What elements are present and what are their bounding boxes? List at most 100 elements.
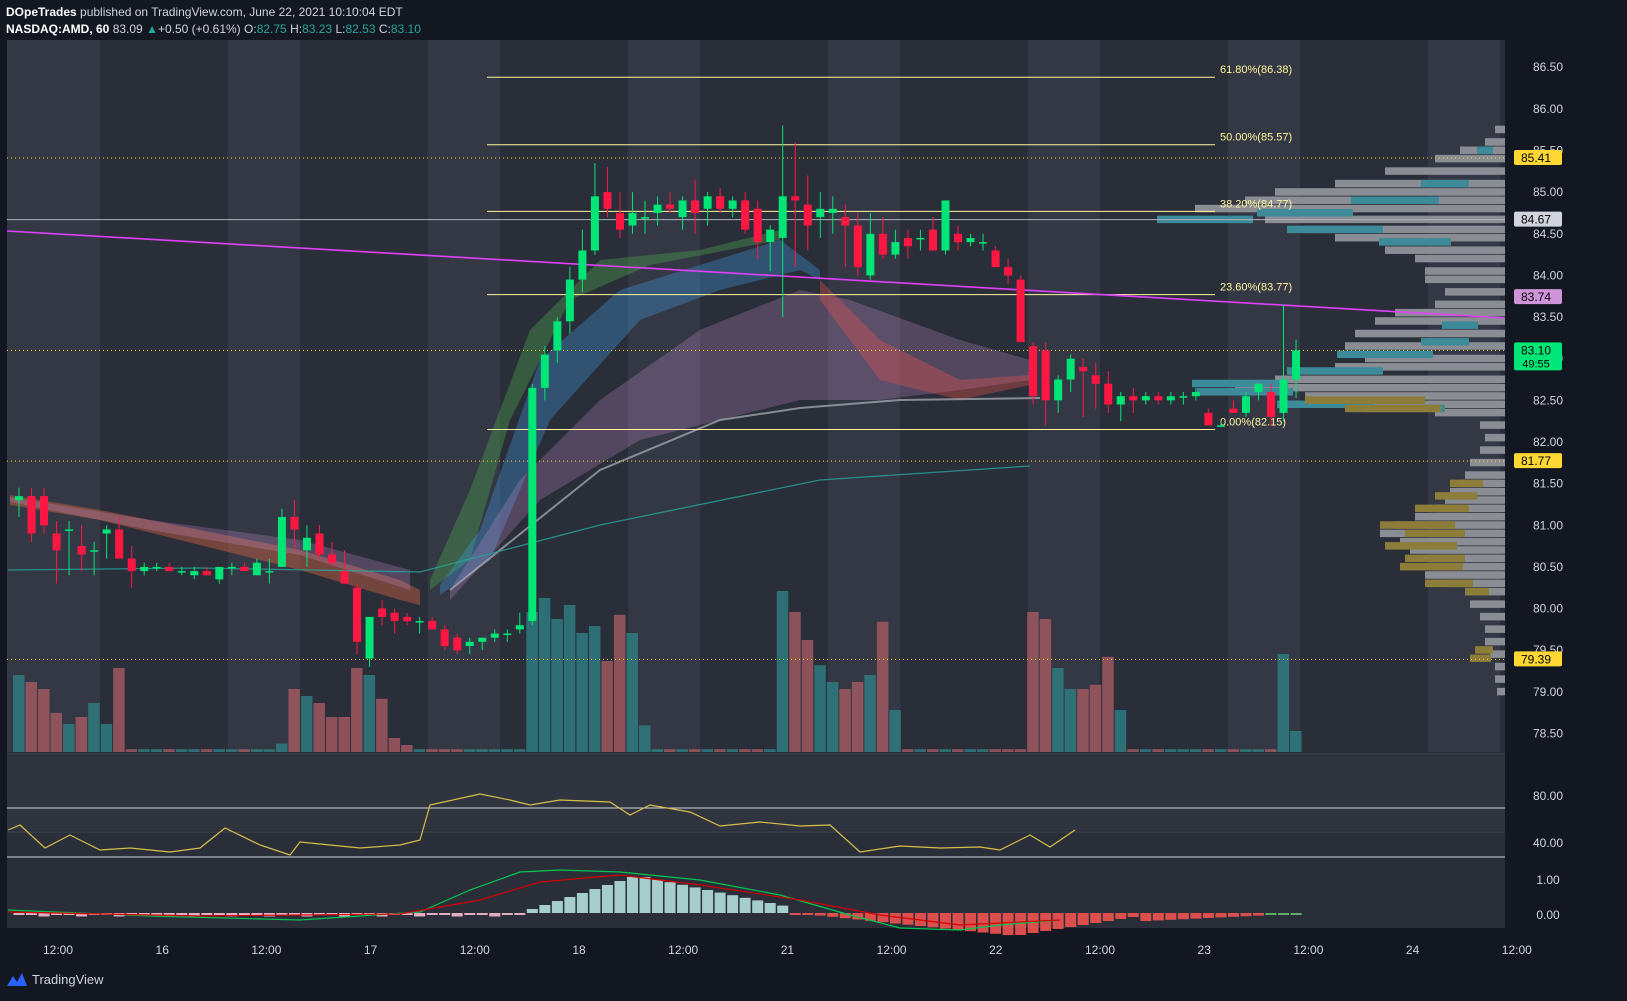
profile-row [1485, 625, 1505, 633]
price-axis-bg [1505, 40, 1560, 928]
price-tick-label: 84.50 [1533, 227, 1563, 241]
macd-histogram-bar [739, 897, 751, 913]
price-tick-label: 85.00 [1533, 185, 1563, 199]
candle-body [753, 208, 762, 243]
profile-row [1385, 542, 1457, 550]
time-axis[interactable]: 12:00 16 12:00 17 12:00 18 12:00 21 12:00 22 12:00… [43, 943, 1532, 957]
candle-body [678, 200, 687, 218]
session-band [428, 40, 500, 752]
volume-bar [914, 749, 926, 752]
price-badge [1514, 453, 1562, 469]
volume-bar [889, 710, 901, 752]
candle-body [553, 321, 562, 351]
volume-bar [814, 665, 826, 752]
price-tick-label: 82.50 [1533, 393, 1563, 407]
macd-histogram-bar [76, 913, 88, 917]
volume-bar [964, 749, 977, 752]
candle-body [891, 242, 900, 255]
candle-body [52, 533, 61, 551]
macd-histogram-bar [1215, 913, 1227, 918]
volume-bar [401, 745, 413, 752]
candle-body [1154, 396, 1163, 401]
candle-body [1091, 375, 1100, 384]
trendline[interactable] [6, 230, 1506, 319]
volume-bar [476, 749, 488, 752]
price-tick-label: 80.50 [1533, 560, 1563, 574]
symbol-label[interactable]: NASDAQ:AMD, 60 [6, 22, 110, 36]
candle-body [1104, 383, 1113, 405]
macd-histogram-bar [702, 890, 714, 913]
time-tick-label: 21 [781, 943, 795, 957]
price-tick-label: 81.50 [1533, 477, 1563, 491]
volume-bar [513, 749, 526, 752]
profile-row [1335, 179, 1505, 188]
candle-body [979, 242, 988, 244]
time-tick-label: 18 [572, 943, 586, 957]
volume-bar [413, 749, 426, 752]
macd-signal-line [7, 874, 1061, 926]
session-band [1228, 40, 1300, 752]
volume-bar [238, 749, 250, 752]
macd-histogram-bar [652, 879, 664, 913]
profile-row [1465, 587, 1489, 596]
candle-body [703, 196, 712, 209]
profile-row [1405, 529, 1465, 538]
candle-body [202, 571, 211, 576]
volume-bar [313, 703, 325, 752]
candle-body [302, 537, 311, 551]
price-tick-label: 80.00 [1533, 602, 1563, 616]
rsi-pane [7, 793, 1505, 858]
candle-body [1292, 350, 1301, 380]
profile-row [1400, 537, 1505, 546]
macd-histogram-bar [1077, 913, 1089, 925]
profile-row [1485, 138, 1505, 146]
time-tick-label: 23 [1198, 943, 1212, 957]
macd-histogram-bar [814, 913, 826, 916]
macd-histogram-bar [13, 913, 25, 915]
macd-histogram-bar [201, 913, 213, 915]
candle-body [365, 616, 374, 659]
candle-body [615, 212, 624, 230]
macd-histogram-bar [51, 913, 63, 915]
macd-histogram-bar [1127, 913, 1139, 917]
macd-histogram-bar [689, 887, 701, 913]
price-badge-label: 84.67 [1521, 213, 1551, 227]
volume-bar [1014, 749, 1027, 752]
time-tick-label: 12:00 [668, 943, 698, 957]
macd-histogram-bar [1227, 913, 1239, 917]
profile-row [1490, 650, 1505, 658]
candle-body [528, 387, 537, 622]
profile-row [1495, 125, 1505, 134]
candle-body [1279, 379, 1288, 413]
price-axis[interactable]: 86.5086.0085.5085.0084.5084.0083.5083.00… [1533, 60, 1563, 922]
volume-bar [726, 749, 739, 752]
ema-cloud [10, 497, 410, 590]
macd-histogram-bar [965, 913, 977, 932]
candle-body [578, 250, 587, 280]
macd-histogram-bar [1052, 913, 1064, 929]
volume-bar [213, 749, 225, 752]
candle-body [65, 529, 74, 531]
fib-label: 23.60%(83.77) [1220, 282, 1292, 294]
candle-body [565, 279, 574, 322]
profile-row [1197, 388, 1293, 396]
macd-histogram-bar [827, 913, 839, 917]
tradingview-brand[interactable]: TradingView [6, 971, 104, 987]
profile-row [1365, 354, 1505, 363]
fib-label: 0.00%(82.15) [1220, 417, 1286, 429]
candle-body [778, 196, 787, 238]
candle-body [828, 208, 837, 213]
session-band [7, 40, 100, 752]
profile-row [1425, 579, 1473, 588]
volume-bar [25, 682, 38, 752]
volume-bar [588, 626, 601, 752]
profile-row [1497, 687, 1505, 696]
profile-row [1385, 167, 1505, 175]
profile-row [1305, 225, 1505, 234]
time-tick-label: 12:00 [1293, 943, 1323, 957]
macd-histogram-bar [238, 913, 250, 915]
volume-bar [651, 749, 664, 752]
candle-body [240, 566, 249, 572]
fibonacci-retracement[interactable]: 61.80%(86.38) 50.00%(85.57) 38.20%(84.77) 2… [487, 64, 1292, 431]
